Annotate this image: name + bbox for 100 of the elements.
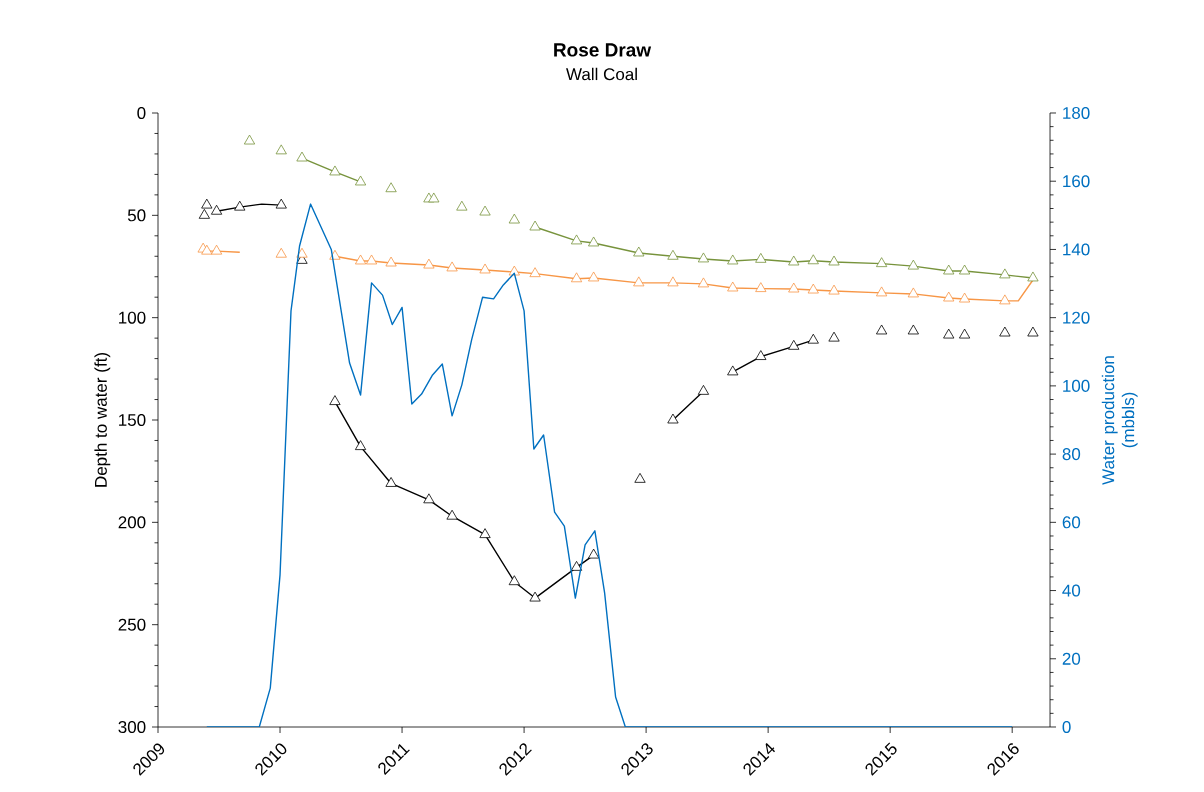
y2-tick-label: 100 xyxy=(1063,379,1090,392)
point xyxy=(588,271,600,282)
point xyxy=(807,254,819,265)
point xyxy=(697,252,710,263)
point xyxy=(329,395,341,405)
point xyxy=(275,144,287,155)
point xyxy=(201,244,213,255)
point xyxy=(828,284,840,295)
point xyxy=(876,257,888,268)
point xyxy=(667,276,679,287)
point xyxy=(479,263,491,274)
point xyxy=(755,282,767,293)
point xyxy=(198,208,210,219)
point xyxy=(633,246,645,257)
point xyxy=(999,268,1011,279)
point xyxy=(959,328,971,339)
point xyxy=(296,247,308,258)
point xyxy=(529,267,541,278)
point xyxy=(529,591,541,602)
point xyxy=(727,254,739,265)
point xyxy=(1027,326,1039,337)
point xyxy=(807,283,819,294)
chart-subtitle: Wall Coal xyxy=(566,67,637,81)
point xyxy=(508,213,520,224)
point xyxy=(210,244,223,255)
point xyxy=(727,281,739,292)
point xyxy=(788,255,800,266)
point xyxy=(570,272,583,283)
y-tick-label: 0 xyxy=(137,106,146,120)
chart-title: Rose Draw xyxy=(554,43,652,57)
y2-tick-label: 20 xyxy=(1062,652,1081,665)
y-tick-label: 200 xyxy=(118,516,146,529)
point xyxy=(385,256,397,267)
y2-tick-label: 80 xyxy=(1062,448,1081,461)
point xyxy=(755,252,767,263)
point xyxy=(446,261,458,272)
point xyxy=(788,339,800,350)
point xyxy=(275,247,287,258)
point xyxy=(365,254,378,265)
point xyxy=(943,328,955,339)
point xyxy=(943,264,955,275)
point xyxy=(959,292,971,303)
point xyxy=(999,326,1011,337)
y2-tick-label: 180 xyxy=(1063,106,1090,120)
y-tick-label: 250 xyxy=(118,618,146,631)
y-tick-label: 300 xyxy=(118,720,146,734)
point xyxy=(667,249,679,260)
y2-tick-label: 0 xyxy=(1062,720,1071,734)
y-tick-label: 50 xyxy=(127,209,146,222)
point xyxy=(907,287,919,298)
point xyxy=(588,548,600,559)
point xyxy=(354,254,367,265)
point xyxy=(727,365,739,376)
point xyxy=(423,493,435,504)
point xyxy=(788,282,800,293)
point xyxy=(446,509,458,520)
point xyxy=(234,200,246,211)
point xyxy=(807,333,819,344)
point xyxy=(570,234,583,245)
point xyxy=(633,276,645,287)
point xyxy=(243,134,256,145)
point xyxy=(529,220,541,231)
point xyxy=(697,277,710,288)
point xyxy=(275,198,287,209)
y2-tick-label: 160 xyxy=(1063,175,1090,188)
point xyxy=(943,291,955,302)
point xyxy=(907,259,919,270)
point xyxy=(876,324,888,335)
point xyxy=(329,249,341,260)
y-axis-title: Depth to water (ft) xyxy=(94,353,111,487)
point xyxy=(210,204,223,215)
point xyxy=(423,258,435,269)
point xyxy=(354,440,367,451)
y2-axis-title: Water production (mbbls) xyxy=(1101,356,1138,485)
y2-tick-label: 40 xyxy=(1062,584,1081,597)
y2-tick-label: 120 xyxy=(1063,311,1090,324)
point xyxy=(999,294,1011,305)
point xyxy=(428,192,440,203)
point xyxy=(667,413,679,424)
y-tick-label: 150 xyxy=(119,413,146,427)
point xyxy=(385,182,397,193)
point xyxy=(508,575,520,586)
point xyxy=(570,560,583,571)
point xyxy=(876,286,888,297)
point xyxy=(354,175,367,186)
y-tick-label: 100 xyxy=(119,311,146,324)
point xyxy=(456,200,468,211)
point xyxy=(329,165,341,176)
point xyxy=(634,472,646,483)
point xyxy=(959,264,971,275)
point xyxy=(828,331,840,342)
point xyxy=(201,198,213,209)
point xyxy=(385,477,397,487)
point xyxy=(588,236,600,247)
point xyxy=(296,151,308,162)
point xyxy=(828,255,840,266)
point xyxy=(697,384,710,395)
point xyxy=(907,324,919,335)
point xyxy=(1027,271,1039,282)
point xyxy=(755,350,767,360)
